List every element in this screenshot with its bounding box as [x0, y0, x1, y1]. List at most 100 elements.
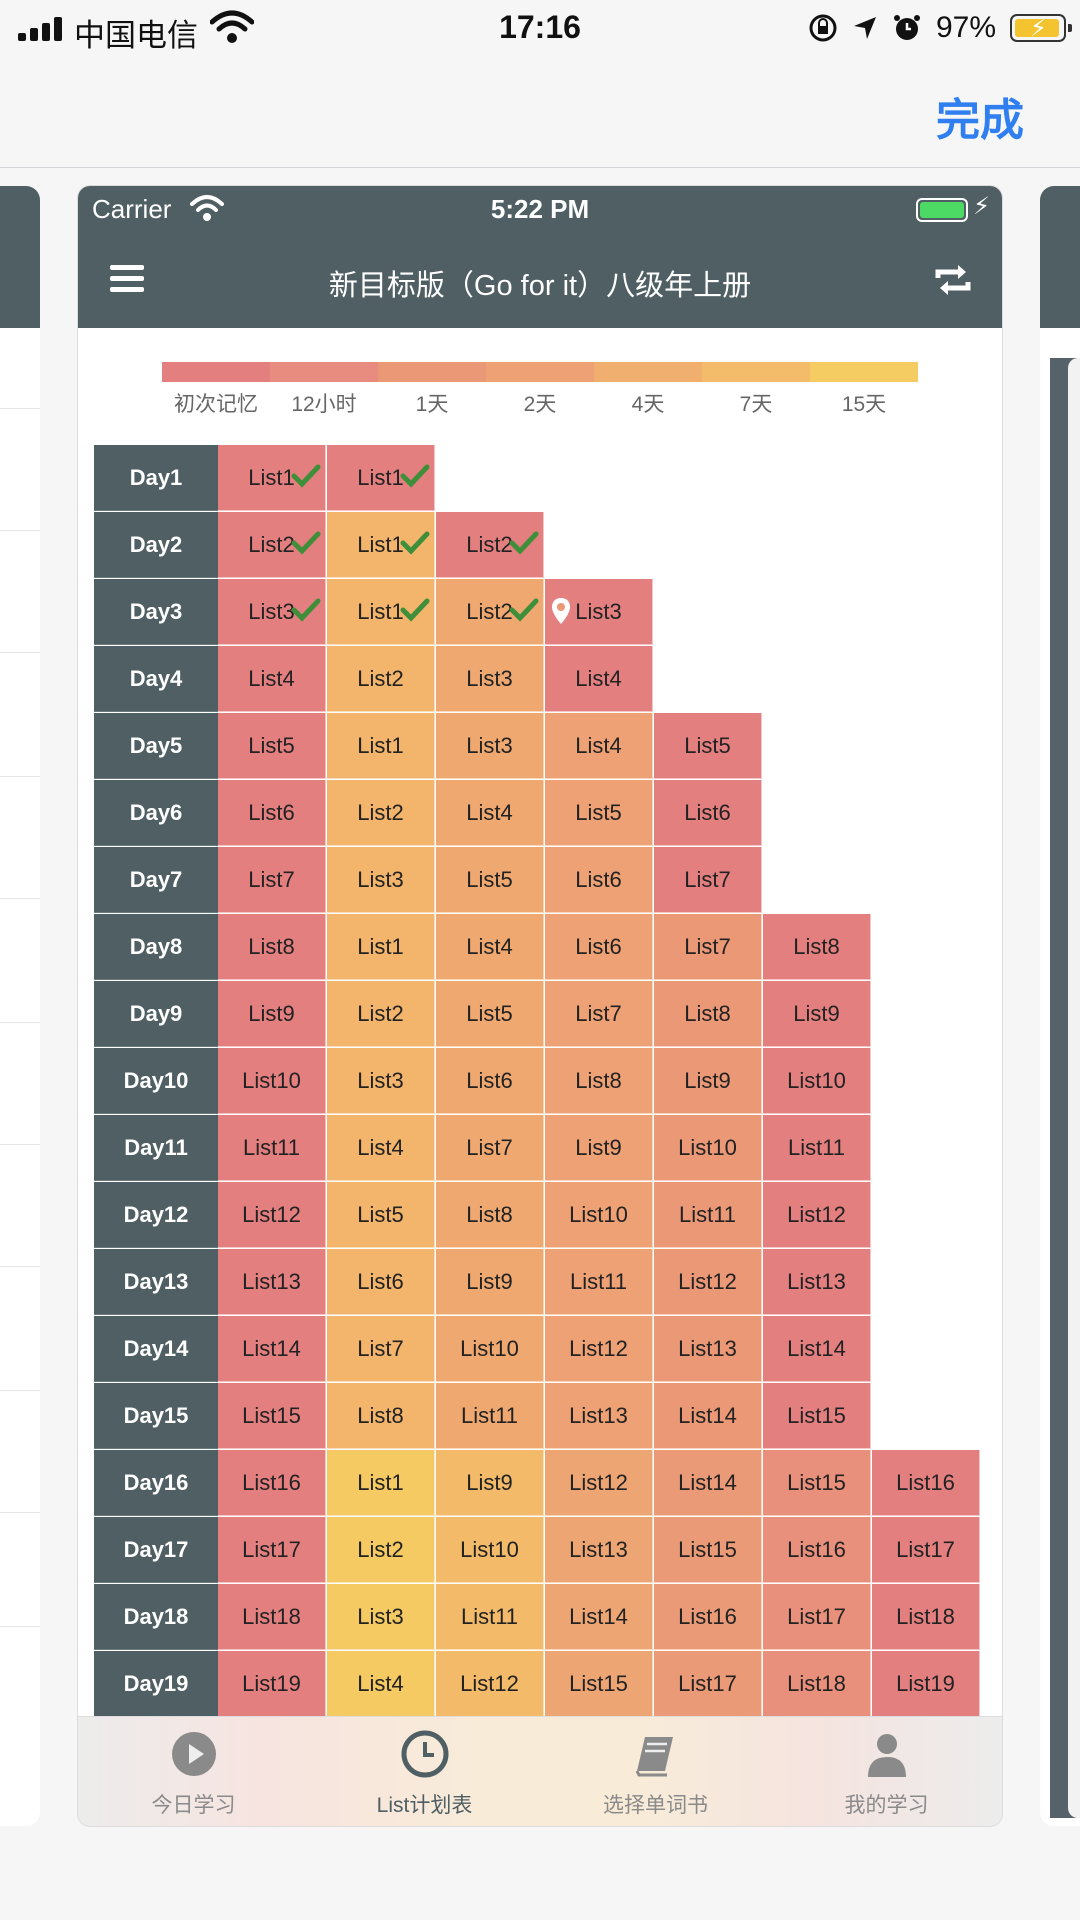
- list-cell[interactable]: List7: [654, 914, 762, 980]
- list-cell[interactable]: List17: [763, 1584, 871, 1650]
- list-cell[interactable]: List8: [545, 1048, 653, 1114]
- list-cell[interactable]: List1: [327, 579, 435, 645]
- list-cell[interactable]: List12: [545, 1450, 653, 1516]
- list-cell[interactable]: List5: [436, 847, 544, 913]
- list-cell[interactable]: List13: [545, 1383, 653, 1449]
- list-cell[interactable]: List1: [327, 914, 435, 980]
- list-cell[interactable]: List11: [436, 1584, 544, 1650]
- list-cell[interactable]: List5: [327, 1182, 435, 1248]
- list-cell[interactable]: List11: [654, 1182, 762, 1248]
- list-cell[interactable]: List18: [763, 1651, 871, 1717]
- list-cell[interactable]: List17: [872, 1517, 980, 1583]
- list-cell[interactable]: List1: [327, 445, 435, 511]
- list-cell[interactable]: List3: [545, 579, 653, 645]
- list-cell[interactable]: List9: [545, 1115, 653, 1181]
- list-cell[interactable]: List8: [436, 1182, 544, 1248]
- list-cell[interactable]: List2: [436, 579, 544, 645]
- list-cell[interactable]: List8: [654, 981, 762, 1047]
- list-cell[interactable]: List4: [327, 1115, 435, 1181]
- list-cell[interactable]: List4: [218, 646, 326, 712]
- list-cell[interactable]: List16: [763, 1517, 871, 1583]
- list-cell[interactable]: List2: [436, 512, 544, 578]
- list-cell[interactable]: List18: [218, 1584, 326, 1650]
- list-cell[interactable]: List9: [654, 1048, 762, 1114]
- list-cell[interactable]: List19: [218, 1651, 326, 1717]
- list-cell[interactable]: List12: [545, 1316, 653, 1382]
- list-cell[interactable]: List3: [436, 646, 544, 712]
- list-cell[interactable]: List13: [763, 1249, 871, 1315]
- list-cell[interactable]: List10: [218, 1048, 326, 1114]
- list-cell[interactable]: List2: [218, 512, 326, 578]
- list-cell[interactable]: List15: [545, 1651, 653, 1717]
- list-cell[interactable]: List14: [654, 1383, 762, 1449]
- list-cell[interactable]: List8: [763, 914, 871, 980]
- menu-icon[interactable]: [110, 265, 144, 293]
- list-cell[interactable]: List8: [218, 914, 326, 980]
- list-cell[interactable]: List12: [218, 1182, 326, 1248]
- list-cell[interactable]: List5: [218, 713, 326, 779]
- previous-page-card[interactable]: [0, 186, 40, 1826]
- list-cell[interactable]: List4: [327, 1651, 435, 1717]
- list-cell[interactable]: List7: [654, 847, 762, 913]
- list-cell[interactable]: List15: [763, 1383, 871, 1449]
- list-cell[interactable]: List14: [218, 1316, 326, 1382]
- list-cell[interactable]: List7: [545, 981, 653, 1047]
- list-cell[interactable]: List8: [327, 1383, 435, 1449]
- list-cell[interactable]: List6: [218, 780, 326, 846]
- list-cell[interactable]: List19: [872, 1651, 980, 1717]
- list-cell[interactable]: List3: [218, 579, 326, 645]
- list-cell[interactable]: List16: [218, 1450, 326, 1516]
- list-cell[interactable]: List5: [545, 780, 653, 846]
- list-cell[interactable]: List2: [327, 780, 435, 846]
- list-cell[interactable]: List1: [218, 445, 326, 511]
- list-cell[interactable]: List10: [436, 1316, 544, 1382]
- list-cell[interactable]: List1: [327, 713, 435, 779]
- list-cell[interactable]: List9: [436, 1249, 544, 1315]
- tab-my-study[interactable]: 我的学习: [771, 1717, 1002, 1826]
- next-page-card[interactable]: [1040, 186, 1080, 1826]
- list-cell[interactable]: List14: [654, 1450, 762, 1516]
- tab-list-plan[interactable]: List计划表: [309, 1717, 540, 1826]
- list-cell[interactable]: List14: [763, 1316, 871, 1382]
- list-cell[interactable]: List7: [327, 1316, 435, 1382]
- list-cell[interactable]: List13: [545, 1517, 653, 1583]
- list-cell[interactable]: List11: [218, 1115, 326, 1181]
- list-cell[interactable]: List4: [436, 780, 544, 846]
- list-cell[interactable]: List13: [218, 1249, 326, 1315]
- list-cell[interactable]: List15: [763, 1450, 871, 1516]
- list-cell[interactable]: List6: [654, 780, 762, 846]
- list-cell[interactable]: List4: [545, 646, 653, 712]
- list-cell[interactable]: List11: [545, 1249, 653, 1315]
- list-cell[interactable]: List10: [763, 1048, 871, 1114]
- list-cell[interactable]: List4: [545, 713, 653, 779]
- tab-choose-book[interactable]: 选择单词书: [540, 1717, 771, 1826]
- list-cell[interactable]: List9: [436, 1450, 544, 1516]
- list-cell[interactable]: List15: [654, 1517, 762, 1583]
- list-cell[interactable]: List3: [327, 1584, 435, 1650]
- list-cell[interactable]: List9: [763, 981, 871, 1047]
- list-cell[interactable]: List10: [654, 1115, 762, 1181]
- list-cell[interactable]: List6: [545, 914, 653, 980]
- list-cell[interactable]: List5: [654, 713, 762, 779]
- list-cell[interactable]: List3: [436, 713, 544, 779]
- list-cell[interactable]: List17: [218, 1517, 326, 1583]
- list-cell[interactable]: List13: [654, 1316, 762, 1382]
- list-cell[interactable]: List3: [327, 1048, 435, 1114]
- list-cell[interactable]: List17: [654, 1651, 762, 1717]
- list-cell[interactable]: List6: [327, 1249, 435, 1315]
- list-cell[interactable]: List15: [218, 1383, 326, 1449]
- list-cell[interactable]: List14: [545, 1584, 653, 1650]
- list-cell[interactable]: List9: [218, 981, 326, 1047]
- list-cell[interactable]: List5: [436, 981, 544, 1047]
- list-cell[interactable]: List2: [327, 981, 435, 1047]
- list-cell[interactable]: List16: [654, 1584, 762, 1650]
- list-cell[interactable]: List4: [436, 914, 544, 980]
- list-cell[interactable]: List2: [327, 1517, 435, 1583]
- list-cell[interactable]: List12: [763, 1182, 871, 1248]
- list-cell[interactable]: List11: [763, 1115, 871, 1181]
- list-cell[interactable]: List18: [872, 1584, 980, 1650]
- list-cell[interactable]: List6: [545, 847, 653, 913]
- list-cell[interactable]: List7: [218, 847, 326, 913]
- list-cell[interactable]: List12: [654, 1249, 762, 1315]
- list-cell[interactable]: List2: [327, 646, 435, 712]
